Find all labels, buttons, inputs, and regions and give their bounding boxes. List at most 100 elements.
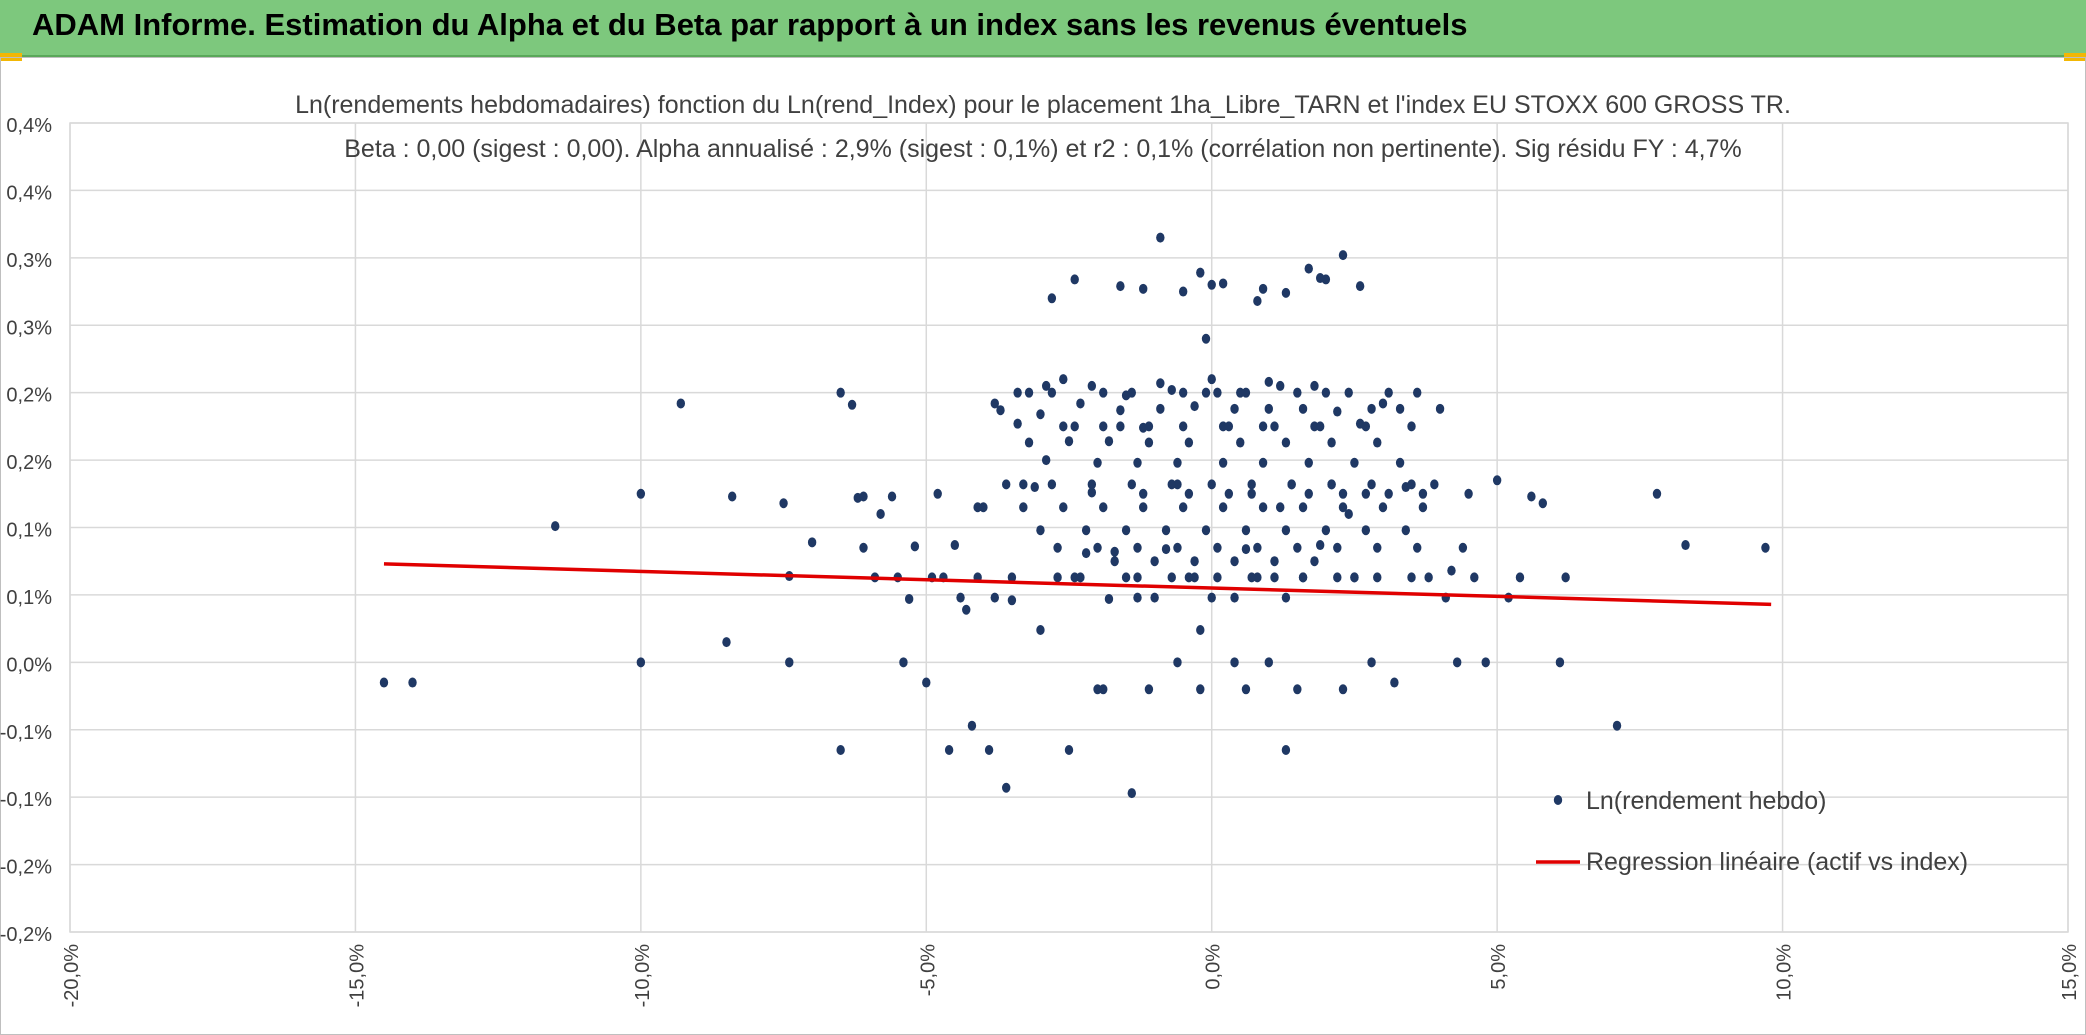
scatter-point	[1053, 542, 1062, 553]
scatter-point	[1241, 387, 1251, 398]
scatter-point	[847, 399, 857, 410]
scatter-point	[1019, 502, 1028, 513]
scatter-point	[1338, 684, 1348, 695]
scatter-point	[990, 592, 999, 603]
scatter-point	[379, 677, 389, 688]
scatter-point	[1333, 572, 1342, 583]
scatter-point	[1161, 525, 1171, 536]
scatter-point	[1241, 525, 1251, 536]
scatter-point	[1047, 293, 1057, 304]
scatter-point	[1338, 250, 1348, 261]
scatter-point	[1213, 542, 1222, 553]
scatter-point	[1053, 572, 1062, 583]
scatter-point	[933, 488, 942, 499]
x-tick-label: -15,0%	[346, 944, 368, 1008]
scatter-point	[1321, 525, 1331, 536]
scatter-point	[910, 541, 920, 552]
legend: Ln(rendement hebdo) Regression linéaire (…	[1536, 787, 1968, 876]
scatter-point	[1281, 525, 1291, 536]
scatter-point	[904, 593, 914, 604]
y-tick-label: 0,4%	[6, 115, 52, 137]
scatter-point	[1127, 479, 1136, 490]
chart-subtitle: Beta : 0,00 (sigest : 0,00). Alpha annua…	[344, 135, 1742, 163]
scatter-point	[1418, 488, 1428, 499]
scatter-point	[1344, 387, 1353, 398]
scatter-point	[1041, 380, 1051, 391]
scatter-point	[1024, 387, 1034, 398]
scatter-point	[1293, 684, 1302, 695]
scatter-point	[1201, 525, 1211, 536]
scatter-point	[1036, 525, 1045, 536]
scatter-point	[676, 398, 686, 409]
scatter-point	[1264, 657, 1274, 668]
scatter-point	[1373, 437, 1382, 448]
scatter-point	[1161, 544, 1171, 555]
scatter-point	[1418, 502, 1428, 513]
scatter-point	[1761, 542, 1770, 553]
scatter-point	[1070, 572, 1079, 583]
scatter-point	[1367, 657, 1376, 668]
scatter-point	[1355, 281, 1365, 292]
scatter-point	[859, 542, 868, 553]
y-tick-label: 0,1%	[6, 587, 52, 609]
scatter-point	[1173, 542, 1182, 553]
scatter-point	[1395, 403, 1405, 414]
scatter-point	[996, 405, 1005, 416]
scatter-point	[1538, 498, 1548, 509]
scatter-point	[807, 537, 817, 548]
scatter-point	[1230, 556, 1239, 567]
scatter-point	[722, 637, 731, 648]
scatter-point	[1104, 436, 1114, 447]
scatter-point	[1007, 595, 1017, 606]
scatter-point	[1315, 273, 1325, 284]
scatter-point	[1064, 436, 1074, 447]
scatter-point	[1019, 479, 1028, 490]
scatter-point	[1304, 263, 1313, 274]
scatter-point	[1156, 232, 1165, 243]
scatter-point	[1367, 403, 1376, 414]
scatter-point	[1527, 491, 1536, 502]
scatter-point	[1344, 509, 1353, 520]
scatter-point	[1270, 421, 1279, 432]
scatter-point	[1201, 333, 1211, 344]
scatter-point	[1218, 502, 1228, 513]
scatter-point	[1338, 502, 1348, 513]
scatter-point	[836, 744, 845, 755]
scatter-point	[967, 720, 977, 731]
scatter-point	[1333, 542, 1342, 553]
scatter-point	[1310, 556, 1319, 567]
scatter-point	[1184, 488, 1194, 499]
scatter-point	[1150, 592, 1159, 603]
chart-title: Ln(rendements hebdomadaires) fonction du…	[295, 91, 1791, 119]
scatter-point	[1287, 479, 1296, 490]
y-tick-label: 0,1%	[6, 520, 52, 542]
scatter-point	[1390, 677, 1399, 688]
scatter-point	[551, 521, 560, 532]
scatter-point	[1224, 488, 1234, 499]
scatter-point	[1413, 387, 1422, 398]
scatter-point	[1407, 479, 1416, 490]
scatter-point	[1293, 387, 1302, 398]
scatter-point	[1270, 572, 1279, 583]
scatter-point	[1207, 479, 1216, 490]
scatter-point	[1407, 421, 1416, 432]
scatter-point	[1230, 403, 1239, 414]
scatter-point	[1401, 525, 1411, 536]
scatter-point	[1361, 421, 1371, 432]
scatter-point	[1561, 572, 1570, 583]
scatter-point	[1110, 546, 1119, 557]
scatter-point	[1515, 572, 1525, 583]
scatter-point	[1127, 788, 1136, 799]
scatter-point	[1281, 287, 1291, 298]
scatter-point	[1555, 657, 1565, 668]
scatter-point	[1036, 409, 1045, 420]
scatter-point	[1156, 378, 1165, 389]
scatter-point	[1139, 283, 1148, 294]
scatter-point	[1030, 482, 1039, 493]
scatter-point	[1213, 572, 1222, 583]
scatter-point	[1139, 488, 1148, 499]
scatter-point	[1059, 421, 1068, 432]
y-tick-label: 0,4%	[6, 182, 52, 204]
scatter-point	[1395, 457, 1405, 468]
scatter-point	[1036, 624, 1045, 635]
